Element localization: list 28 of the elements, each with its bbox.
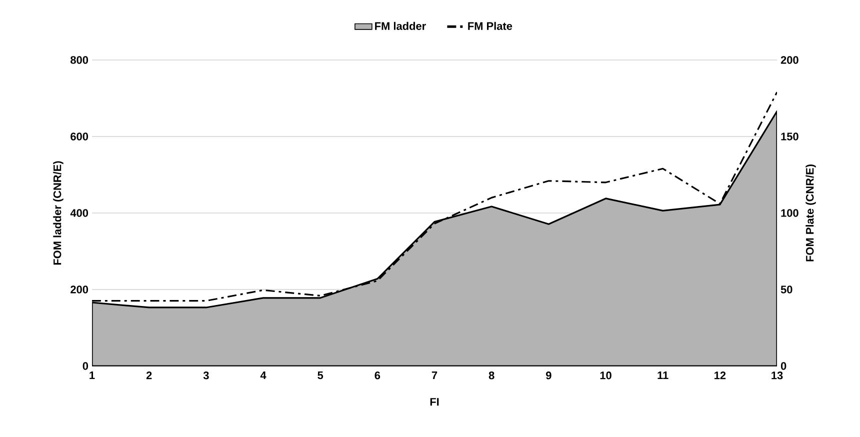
x-tick-label: 6 <box>374 372 380 380</box>
x-tick-label: 1 <box>90 372 95 380</box>
y2-tick-label: 0 <box>780 362 786 370</box>
x-tick-label: 2 <box>146 372 152 380</box>
legend-label: FM Plate <box>468 22 512 30</box>
y2-tick-label: 200 <box>780 56 798 64</box>
y2-tick-label: 50 <box>780 286 792 294</box>
y-tick-label: 200 <box>70 286 88 294</box>
x-axis-title: FI <box>430 398 439 406</box>
x-tick-label: 4 <box>260 372 266 380</box>
y2-tick-label: 100 <box>781 209 798 217</box>
y2-axis-title: FOM Plate (CNR/E) <box>806 164 816 262</box>
x-tick-label: 12 <box>714 372 726 380</box>
x-tick-label: 10 <box>600 372 612 380</box>
x-tick-label: 7 <box>432 372 438 380</box>
x-tick-label: 13 <box>772 372 783 380</box>
x-tick-label: 3 <box>203 372 209 380</box>
x-tick-label: 5 <box>318 372 324 380</box>
y-axis-title: FOM ladder (CNR/E) <box>53 161 64 265</box>
y-tick-label: 0 <box>82 362 88 370</box>
y-tick-label: 400 <box>70 209 88 217</box>
x-tick-label: 9 <box>546 372 552 380</box>
y-tick-label: 600 <box>70 132 88 140</box>
y-tick-label: 800 <box>70 56 88 64</box>
x-tick-label: 11 <box>658 372 668 380</box>
x-tick-label: 8 <box>488 372 494 380</box>
legend-label: FM ladder <box>375 22 426 30</box>
y2-tick-label: 150 <box>781 132 798 140</box>
